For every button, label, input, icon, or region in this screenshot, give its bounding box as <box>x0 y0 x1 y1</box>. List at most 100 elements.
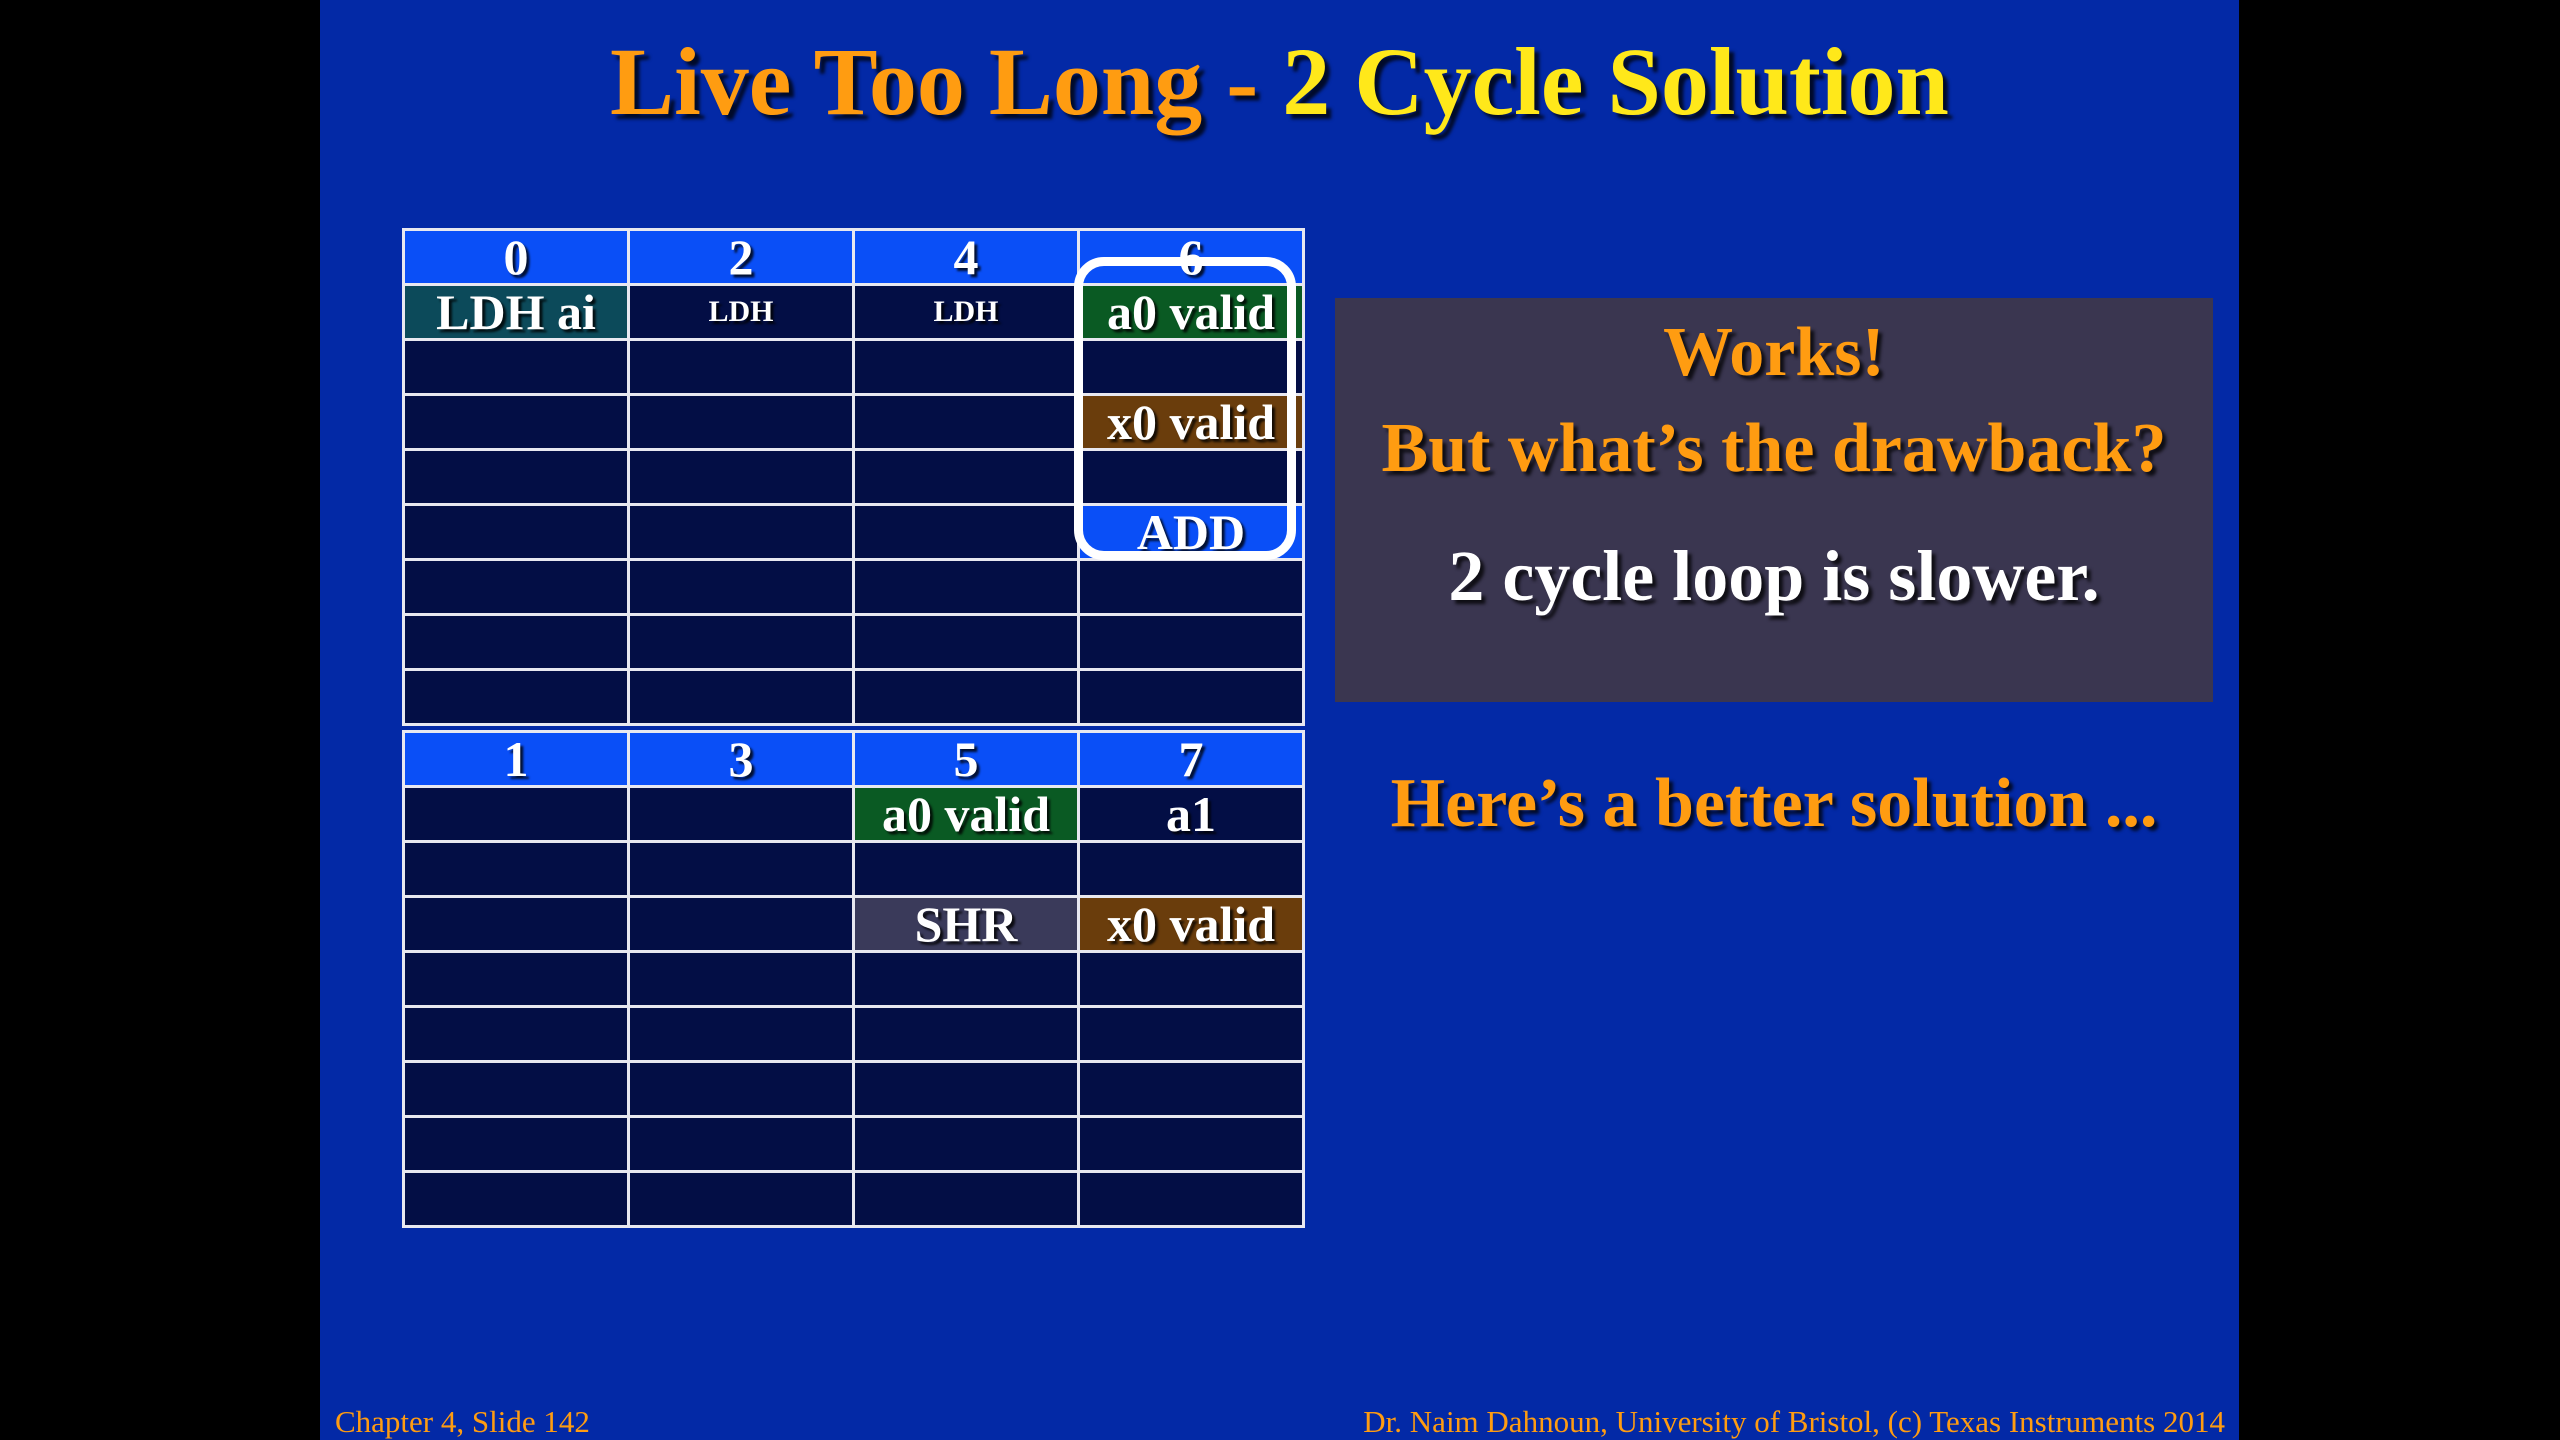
table-cell <box>1077 668 1305 726</box>
table-cell <box>627 785 855 843</box>
table-cell <box>402 1170 630 1228</box>
table-cell <box>1077 558 1305 616</box>
table-cell <box>402 950 630 1008</box>
cell-x0-valid: x0 valid <box>1077 895 1305 953</box>
slower-answer: 2 cycle loop is slower. <box>1448 536 2100 616</box>
table-row <box>402 950 1305 1008</box>
slide: Live Too Long - 2 Cycle Solution 0 2 4 6… <box>320 0 2239 1440</box>
header-cell: 0 <box>402 228 630 286</box>
table-cell <box>852 503 1080 561</box>
table-cell <box>402 785 630 843</box>
table-cell <box>627 613 855 671</box>
header-cell: 7 <box>1077 730 1305 788</box>
table-cell <box>402 1115 630 1173</box>
drawback-question: But what’s the drawback? <box>1381 410 2167 487</box>
cell-a0-valid: a0 valid <box>1077 283 1305 341</box>
cell-shr: SHR <box>852 895 1080 953</box>
table-cell <box>852 840 1080 898</box>
table-row <box>402 1060 1305 1118</box>
cell-a0-valid: a0 valid <box>852 785 1080 843</box>
table-row <box>402 448 1305 506</box>
table-cell <box>402 393 630 451</box>
table-cell <box>627 840 855 898</box>
cell-ldh: LDH <box>852 283 1080 341</box>
table-cell <box>402 448 630 506</box>
table-cell <box>627 448 855 506</box>
table-cell <box>627 1170 855 1228</box>
table-row: ADD <box>402 503 1305 561</box>
table-cell <box>1077 338 1305 396</box>
table-cell <box>852 613 1080 671</box>
header-cell: 2 <box>627 228 855 286</box>
title-part-2: 2 Cycle Solution <box>1282 28 1949 135</box>
table-cell <box>627 558 855 616</box>
table-cell <box>852 1115 1080 1173</box>
table-cell <box>852 558 1080 616</box>
table-cell <box>402 503 630 561</box>
table-cell <box>852 393 1080 451</box>
table-row <box>402 668 1305 726</box>
title-part-1: Live Too Long - <box>610 28 1283 135</box>
highlight-box <box>1074 257 1296 560</box>
header-cell: 4 <box>852 228 1080 286</box>
table-cell <box>852 1005 1080 1063</box>
table-cell <box>1077 448 1305 506</box>
table-cell <box>627 393 855 451</box>
table-row <box>402 1005 1305 1063</box>
table-cell <box>1077 1115 1305 1173</box>
table-row <box>402 558 1305 616</box>
table-row: a0 valid a1 <box>402 785 1305 843</box>
top-schedule-table: 0 2 4 6 LDH ai LDH LDH a0 valid x0 valid <box>402 228 1305 726</box>
table-cell <box>627 668 855 726</box>
table-cell <box>402 1005 630 1063</box>
table-cell <box>402 895 630 953</box>
table-cell <box>627 1005 855 1063</box>
table-cell <box>627 1060 855 1118</box>
table-row <box>402 840 1305 898</box>
footer-slide-number: Chapter 4, Slide 142 <box>335 1404 590 1439</box>
table-cell <box>627 895 855 953</box>
info-box: Works! But what’s the drawback? 2 cycle … <box>1335 298 2213 702</box>
table-cell <box>1077 1060 1305 1118</box>
table-cell <box>627 338 855 396</box>
table-cell <box>627 950 855 1008</box>
slide-title: Live Too Long - 2 Cycle Solution <box>320 22 2239 142</box>
table-cell <box>1077 840 1305 898</box>
table-header-row: 1 3 5 7 <box>402 730 1305 788</box>
table-cell <box>402 668 630 726</box>
footer-credits: Dr. Naim Dahnoun, University of Bristol,… <box>1363 1404 2225 1439</box>
table-cell <box>402 840 630 898</box>
table-cell <box>852 1060 1080 1118</box>
better-solution-text: Here’s a better solution ... <box>1390 765 2158 842</box>
table-cell <box>402 613 630 671</box>
cell-ldh-ai: LDH ai <box>402 283 630 341</box>
table-cell <box>852 338 1080 396</box>
table-cell <box>852 448 1080 506</box>
table-cell <box>402 558 630 616</box>
table-cell <box>1077 613 1305 671</box>
header-cell: 1 <box>402 730 630 788</box>
header-cell: 5 <box>852 730 1080 788</box>
table-row <box>402 1115 1305 1173</box>
works-text: Works! <box>1663 314 1885 391</box>
table-cell <box>1077 950 1305 1008</box>
table-row <box>402 613 1305 671</box>
table-row: SHR x0 valid <box>402 895 1305 953</box>
table-row: LDH ai LDH LDH a0 valid <box>402 283 1305 341</box>
table-cell <box>627 1115 855 1173</box>
bottom-schedule-table: 1 3 5 7 a0 valid a1 SHR x0 valid <box>402 730 1305 1228</box>
table-cell <box>402 338 630 396</box>
table-cell <box>852 1170 1080 1228</box>
table-cell <box>627 503 855 561</box>
cell-ldh: LDH <box>627 283 855 341</box>
cell-x0-valid: x0 valid <box>1077 393 1305 451</box>
table-cell <box>852 668 1080 726</box>
table-row <box>402 1170 1305 1228</box>
header-cell: 3 <box>627 730 855 788</box>
table-cell <box>402 1060 630 1118</box>
table-row <box>402 338 1305 396</box>
table-cell <box>1077 1170 1305 1228</box>
table-cell <box>1077 1005 1305 1063</box>
table-row: x0 valid <box>402 393 1305 451</box>
table-cell <box>852 950 1080 1008</box>
